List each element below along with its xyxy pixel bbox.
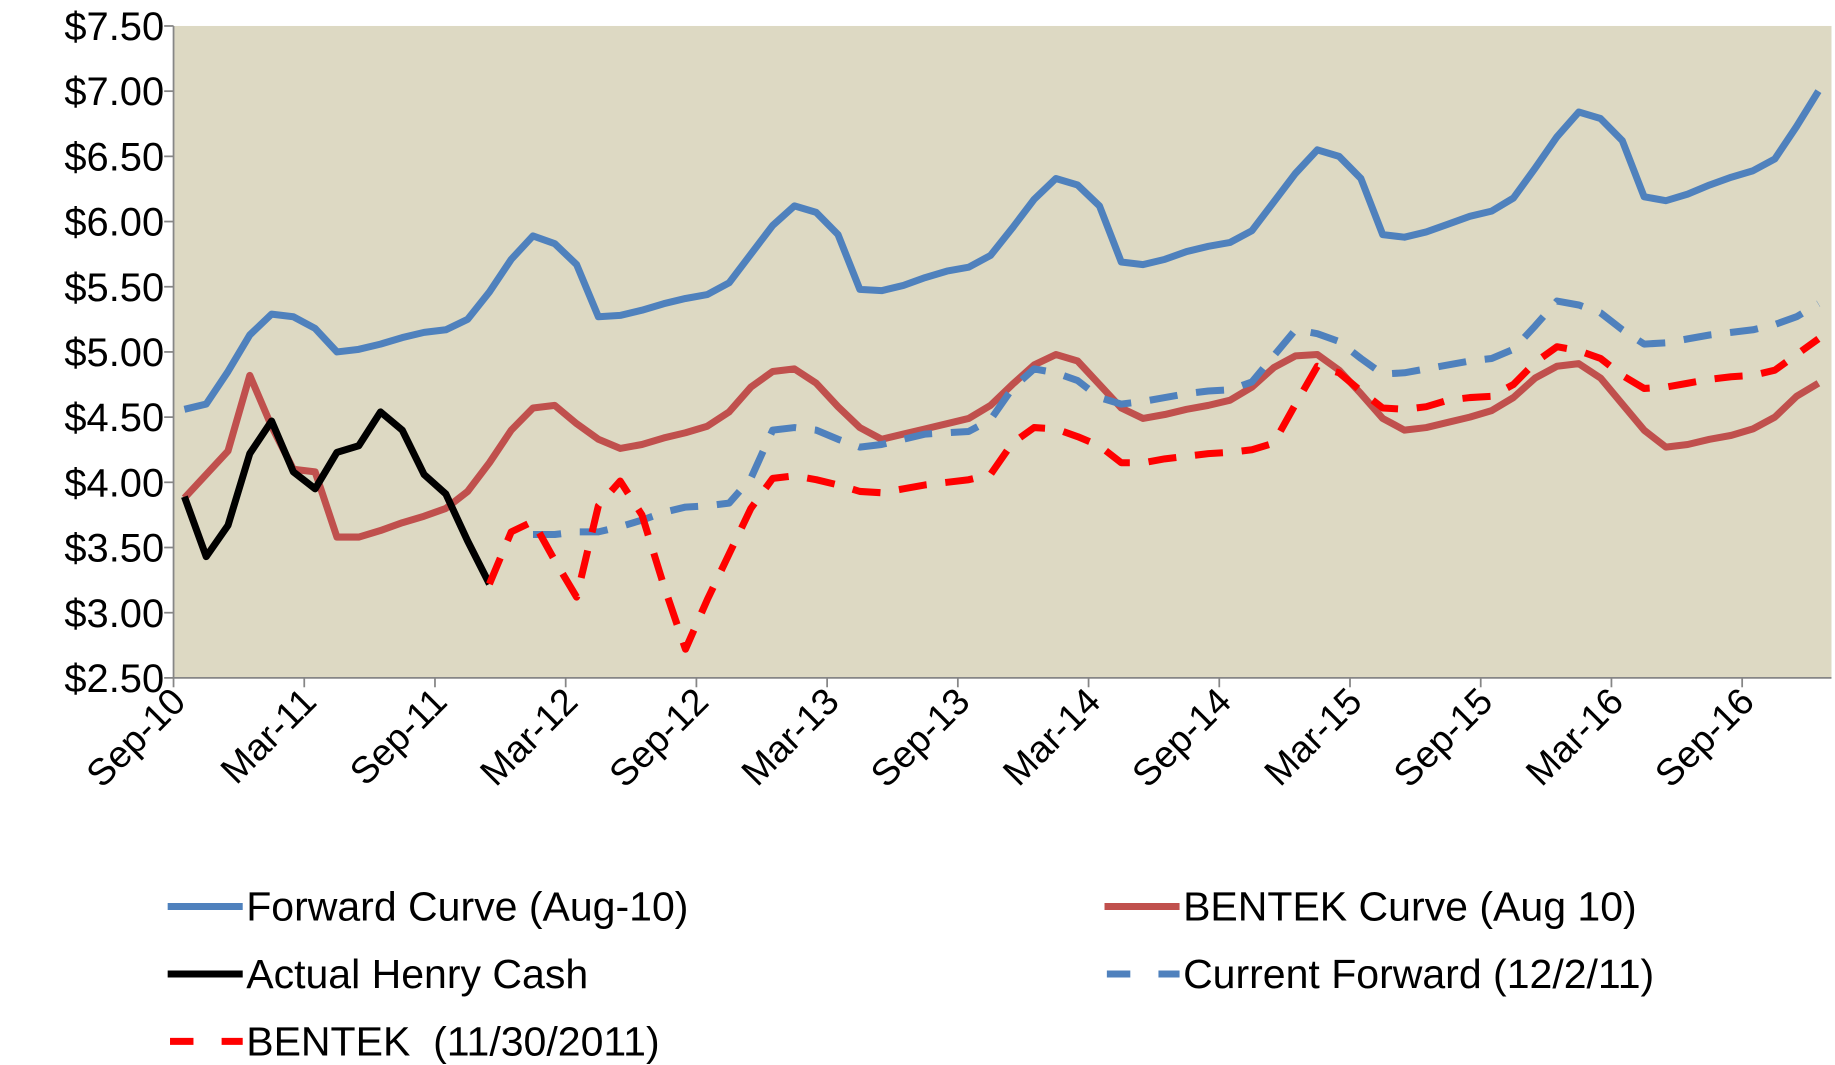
y-tick-label: $4.50 (64, 396, 164, 440)
y-tick-label: $3.00 (64, 592, 164, 636)
x-tick-label: Sep-16 (1647, 680, 1762, 795)
x-tick-label: Mar-11 (212, 680, 324, 792)
y-tick-label: $2.50 (64, 657, 164, 701)
x-tick-label: Mar-14 (995, 680, 1109, 794)
y-tick-label: $5.50 (64, 266, 164, 310)
x-tick-label: Sep-14 (1124, 680, 1239, 795)
y-tick-label: $7.50 (64, 5, 164, 49)
legend-label: Current Forward (12/2/11) (1183, 951, 1654, 997)
y-tick-label: $7.00 (64, 70, 164, 114)
x-tick-label: Sep-12 (601, 680, 716, 795)
series-line (183, 89, 1822, 413)
x-tick-label: Sep-11 (341, 680, 454, 793)
legend-label: BENTEK (11/30/2011) (246, 1018, 659, 1064)
y-tick-label: $4.00 (64, 461, 164, 505)
legend-label: BENTEK Curve (Aug 10) (1183, 884, 1637, 930)
y-tick-label: $5.00 (64, 331, 164, 375)
legend-label: Actual Henry Cash (246, 951, 588, 997)
plot-area (173, 25, 1832, 678)
legend-label: Forward Curve (Aug-10) (246, 884, 688, 930)
y-tick-label: $6.00 (64, 201, 164, 245)
y-tick-label: $6.50 (64, 135, 164, 179)
x-tick-label: Mar-16 (1517, 680, 1631, 794)
series-line (181, 408, 493, 586)
y-tick-label: $3.50 (64, 527, 164, 571)
x-tick-label: Mar-13 (733, 680, 847, 794)
series-line (181, 351, 1821, 541)
x-tick-label: Mar-15 (1256, 680, 1370, 794)
x-tick-label: Sep-13 (862, 680, 977, 795)
x-tick-label: Sep-15 (1385, 680, 1500, 795)
x-tick-label: Mar-12 (472, 680, 586, 794)
series-line (486, 336, 1821, 653)
series-line (533, 297, 1821, 538)
